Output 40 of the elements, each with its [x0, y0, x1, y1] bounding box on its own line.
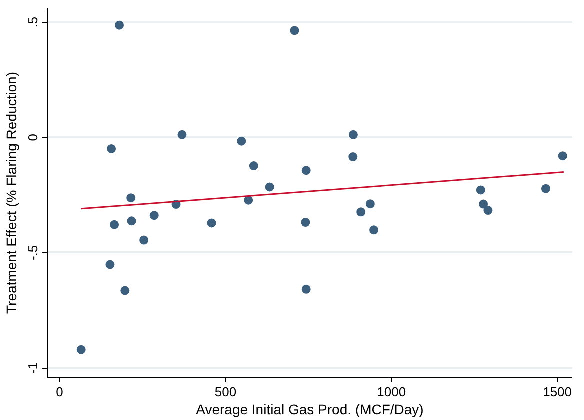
x-axis-title: Average Initial Gas Prod. (MCF/Day)	[196, 402, 424, 418]
x-tick-label: 500	[214, 384, 237, 400]
point	[115, 20, 124, 30]
point	[120, 286, 130, 296]
point	[107, 144, 116, 154]
point	[479, 200, 488, 209]
point	[249, 162, 258, 171]
point	[106, 260, 115, 270]
point	[140, 236, 149, 245]
point	[348, 152, 358, 162]
point	[126, 194, 136, 203]
point	[178, 130, 187, 140]
point	[302, 284, 311, 294]
point	[76, 345, 86, 354]
x-tick-label: 0	[56, 384, 64, 400]
point	[484, 206, 493, 216]
point	[244, 196, 254, 205]
point	[558, 152, 568, 161]
point	[476, 186, 486, 195]
point	[541, 184, 550, 194]
point	[301, 218, 310, 228]
point	[237, 136, 246, 146]
point	[207, 218, 216, 228]
y-tick-label: 0	[26, 134, 40, 142]
point	[150, 211, 159, 220]
y-tick-label: -.5	[26, 245, 40, 261]
point	[356, 208, 366, 217]
y-tick-label: .5	[26, 16, 40, 28]
point	[366, 200, 375, 209]
point	[110, 220, 120, 230]
point	[290, 26, 300, 36]
x-tick-label: 1000	[377, 384, 406, 400]
point	[370, 226, 379, 235]
point	[265, 182, 274, 192]
y-tick-label: -1	[26, 362, 40, 374]
point	[127, 216, 136, 226]
y-axis-title: Treatment Effect (% Flaring Reduction)	[4, 72, 20, 314]
point	[302, 166, 311, 176]
point	[348, 130, 358, 140]
x-tick-label: 1500	[543, 384, 572, 400]
